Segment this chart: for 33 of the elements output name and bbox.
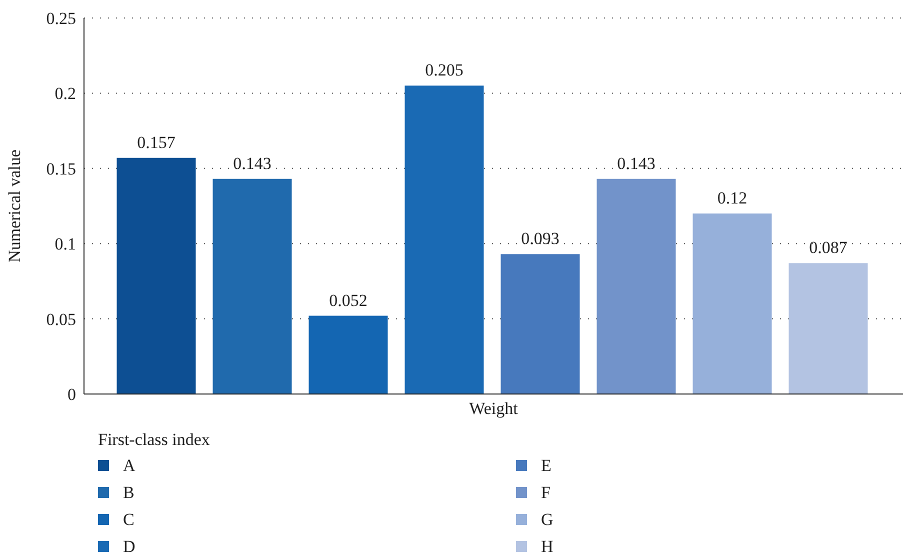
bar <box>692 214 772 394</box>
legend-title: First-class index <box>98 430 211 450</box>
legend-label: B <box>123 482 134 502</box>
y-axis-title: Numerical value <box>5 150 24 262</box>
data-label: 0.143 <box>617 154 656 173</box>
x-tick-label: Weight <box>469 399 518 418</box>
data-label: 0.093 <box>521 229 560 248</box>
y-tick-label: 0.25 <box>46 9 76 28</box>
data-label: 0.12 <box>717 188 748 208</box>
bar <box>596 178 676 394</box>
data-label: 0.205 <box>425 60 464 80</box>
legend-label: H <box>541 536 554 556</box>
y-tick-label: 0.1 <box>54 234 76 254</box>
y-tick-label: 0 <box>68 385 76 404</box>
data-label: 0.157 <box>137 132 176 152</box>
y-tick-label: 0.2 <box>54 84 76 104</box>
bar <box>404 86 484 394</box>
legend-label: F <box>541 482 550 502</box>
bar <box>788 263 868 394</box>
data-label: 0.143 <box>233 154 272 173</box>
legend-label: A <box>123 456 136 476</box>
bar <box>308 316 388 394</box>
legend-label: D <box>123 536 136 556</box>
y-tick-label: 0.05 <box>46 310 76 329</box>
legend-label: C <box>123 510 134 530</box>
legend-label: E <box>541 456 552 476</box>
legend-label: G <box>541 510 554 530</box>
data-label: 0.087 <box>809 238 848 258</box>
y-tick-label: 0.15 <box>46 159 76 178</box>
data-label: 0.052 <box>329 290 368 310</box>
bar <box>116 158 196 394</box>
bar <box>212 178 292 394</box>
bar <box>500 254 580 394</box>
